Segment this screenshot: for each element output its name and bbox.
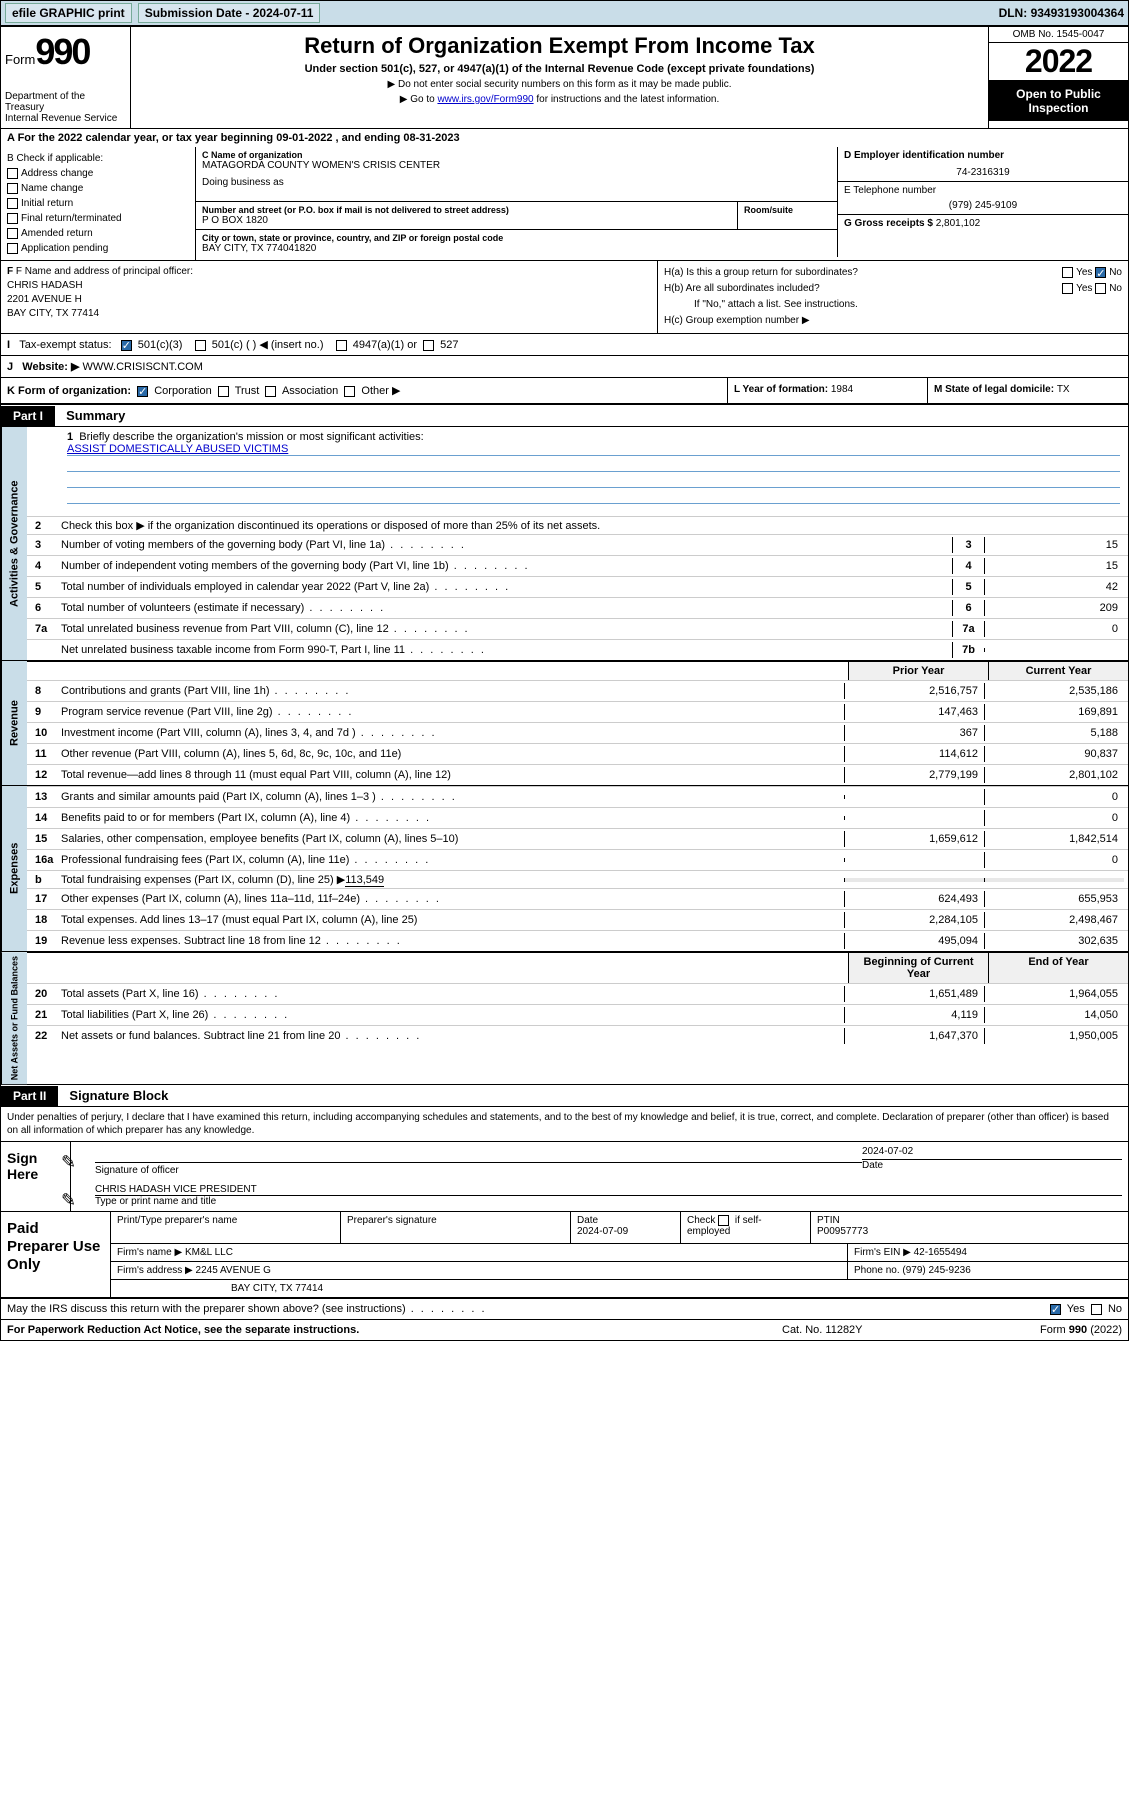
- f-officer: F F Name and address of principal office…: [1, 261, 658, 333]
- tax-year: 2022: [989, 43, 1128, 81]
- chk-discuss-yes[interactable]: [1050, 1304, 1061, 1315]
- m-state-domicile: M State of legal domicile: TX: [928, 378, 1128, 403]
- chk-final-return[interactable]: [7, 213, 18, 224]
- tab-expenses: Expenses: [1, 786, 27, 951]
- header-mid: Return of Organization Exempt From Incom…: [131, 27, 988, 128]
- header-left: Form990 Department of the Treasury Inter…: [1, 27, 131, 128]
- form-990: Form990 Department of the Treasury Inter…: [0, 26, 1129, 1341]
- chk-other[interactable]: [344, 386, 355, 397]
- col-d: D Employer identification number 74-2316…: [838, 147, 1128, 260]
- section-governance: Activities & Governance 1 Briefly descri…: [1, 427, 1128, 660]
- tab-governance: Activities & Governance: [1, 427, 27, 660]
- chk-501c[interactable]: [195, 340, 206, 351]
- col-b-checkboxes: B Check if applicable: Address change Na…: [1, 147, 196, 260]
- l-year-formation: L Year of formation: 1984: [728, 378, 928, 403]
- header-right: OMB No. 1545-0047 2022 Open to Public In…: [988, 27, 1128, 128]
- section-bcd: B Check if applicable: Address change Na…: [1, 147, 1128, 261]
- k-form-org: K Form of organization: Corporation Trus…: [1, 378, 728, 403]
- ssn-note: ▶ Do not enter social security numbers o…: [141, 79, 978, 90]
- form-ref: Form 990 (2022): [982, 1324, 1122, 1336]
- room-box: Room/suite: [738, 202, 838, 230]
- form-title: Return of Organization Exempt From Incom…: [141, 33, 978, 59]
- open-inspection: Open to Public Inspection: [989, 81, 1128, 121]
- part1-header: Part I Summary: [1, 405, 1128, 427]
- top-bar: efile GRAPHIC print Submission Date - 20…: [0, 0, 1129, 26]
- ein-box: D Employer identification number 74-2316…: [838, 147, 1128, 182]
- dept-treasury: Department of the Treasury: [5, 91, 126, 113]
- dln: DLN: 93493193004364: [999, 6, 1124, 20]
- tel-box: E Telephone number (979) 245-9109: [838, 182, 1128, 215]
- irs-label: Internal Revenue Service: [5, 113, 126, 124]
- chk-501c3[interactable]: [121, 340, 132, 351]
- chk-initial-return[interactable]: [7, 198, 18, 209]
- paid-preparer: Paid Preparer Use Only Print/Type prepar…: [1, 1211, 1128, 1298]
- chk-app-pending[interactable]: [7, 243, 18, 254]
- chk-4947[interactable]: [336, 340, 347, 351]
- city-box: City or town, state or province, country…: [196, 230, 838, 257]
- chk-corp[interactable]: [137, 386, 148, 397]
- discuss-row: May the IRS discuss this return with the…: [1, 1298, 1128, 1319]
- footer: For Paperwork Reduction Act Notice, see …: [1, 1319, 1128, 1340]
- org-name-box: C Name of organization MATAGORDA COUNTY …: [196, 147, 838, 202]
- section-expenses: Expenses 13Grants and similar amounts pa…: [1, 785, 1128, 951]
- row-j-website: J Website: ▶ WWW.CRISISCNT.COM: [1, 356, 1128, 378]
- chk-self-employed[interactable]: [718, 1215, 729, 1226]
- col-c: C Name of organization MATAGORDA COUNTY …: [196, 147, 838, 260]
- pen-icon: ✎: [61, 1190, 76, 1211]
- chk-527[interactable]: [423, 340, 434, 351]
- section-net-assets: Net Assets or Fund Balances Beginning of…: [1, 951, 1128, 1085]
- mission-text: ASSIST DOMESTICALLY ABUSED VICTIMS: [67, 443, 1120, 456]
- part2-header: Part II Signature Block: [1, 1085, 1128, 1107]
- form-header: Form990 Department of the Treasury Inter…: [1, 27, 1128, 129]
- section-revenue: Revenue Prior YearCurrent Year 8Contribu…: [1, 660, 1128, 785]
- pen-icon: ✎: [61, 1152, 76, 1173]
- tax-year-line: A For the 2022 calendar year, or tax yea…: [1, 129, 1128, 147]
- row-fh: F F Name and address of principal office…: [1, 261, 1128, 334]
- paid-preparer-label: Paid Preparer Use Only: [1, 1212, 111, 1297]
- mission-block: 1 Briefly describe the organization's mi…: [27, 427, 1128, 516]
- chk-assoc[interactable]: [265, 386, 276, 397]
- chk-ha-yes[interactable]: [1062, 267, 1073, 278]
- submission-date: Submission Date - 2024-07-11: [138, 3, 321, 23]
- tab-revenue: Revenue: [1, 661, 27, 785]
- row-i-tax-exempt: I Tax-exempt status: 501(c)(3) 501(c) ( …: [1, 334, 1128, 356]
- chk-hb-yes[interactable]: [1062, 283, 1073, 294]
- sign-here-row: Sign Here ✎ Signature of officer 2024-07…: [1, 1141, 1128, 1211]
- chk-address-change[interactable]: [7, 168, 18, 179]
- omb-number: OMB No. 1545-0047: [989, 27, 1128, 43]
- sig-declaration: Under penalties of perjury, I declare th…: [1, 1107, 1128, 1141]
- row-klm: K Form of organization: Corporation Trus…: [1, 378, 1128, 405]
- cat-no: Cat. No. 11282Y: [782, 1324, 982, 1336]
- chk-trust[interactable]: [218, 386, 229, 397]
- chk-name-change[interactable]: [7, 183, 18, 194]
- goto-note: ▶ Go to www.irs.gov/Form990 for instruct…: [141, 94, 978, 105]
- chk-amended[interactable]: [7, 228, 18, 239]
- chk-discuss-no[interactable]: [1091, 1304, 1102, 1315]
- street-box: Number and street (or P.O. box if mail i…: [196, 202, 738, 230]
- h-group: H(a) Is this a group return for subordin…: [658, 261, 1128, 333]
- pra-notice: For Paperwork Reduction Act Notice, see …: [7, 1324, 782, 1336]
- chk-hb-no[interactable]: [1095, 283, 1106, 294]
- irs-link[interactable]: www.irs.gov/Form990: [437, 94, 533, 105]
- form-subtitle: Under section 501(c), 527, or 4947(a)(1)…: [141, 63, 978, 75]
- efile-label[interactable]: efile GRAPHIC print: [5, 3, 132, 23]
- chk-ha-no[interactable]: [1095, 267, 1106, 278]
- tab-net-assets: Net Assets or Fund Balances: [1, 952, 27, 1084]
- gross-box: G Gross receipts $ 2,801,102: [838, 215, 1128, 232]
